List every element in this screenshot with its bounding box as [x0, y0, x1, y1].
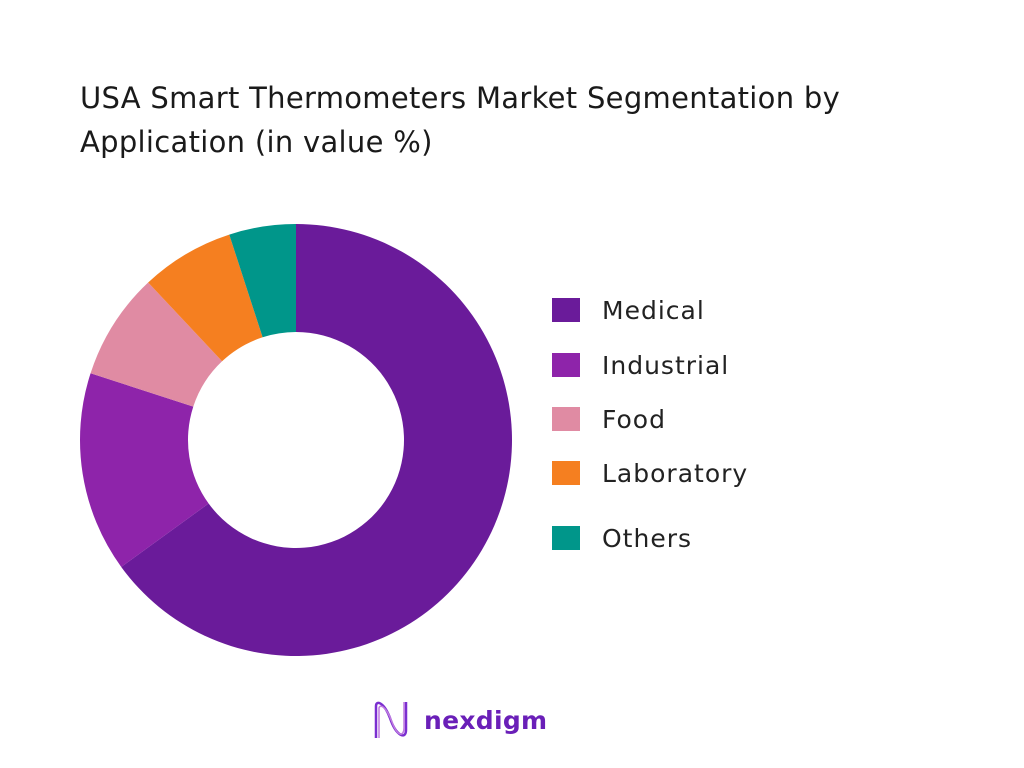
legend-item-food: Food	[552, 404, 666, 434]
slice-industrial	[79, 373, 209, 567]
legend-swatch	[552, 298, 580, 322]
legend-label: Medical	[602, 295, 705, 325]
nexdigm-wave-icon	[374, 701, 408, 738]
logo-text: nexdigm	[424, 705, 548, 735]
legend-swatch	[552, 461, 580, 485]
legend-item-laboratory: Laboratory	[552, 458, 748, 488]
legend-label: Others	[602, 523, 693, 553]
legend-swatch	[552, 353, 580, 377]
legend-item-industrial: Industrial	[552, 350, 729, 380]
legend-label: Industrial	[602, 350, 730, 380]
legend-item-others: Others	[552, 523, 692, 553]
legend-label: Laboratory	[602, 458, 749, 488]
legend-swatch	[552, 407, 580, 431]
chart-title: USA Smart Thermometers Market Segmentati…	[80, 81, 841, 159]
slice-medical	[121, 224, 513, 656]
slice-food	[90, 282, 223, 407]
slice-laboratory	[148, 234, 263, 362]
nexdigm-logo: nexdigm	[372, 700, 547, 740]
slice-others	[229, 224, 296, 338]
legend-label: Food	[602, 404, 666, 434]
legend-item-medical: Medical	[552, 295, 705, 325]
legend-swatch	[552, 526, 580, 550]
